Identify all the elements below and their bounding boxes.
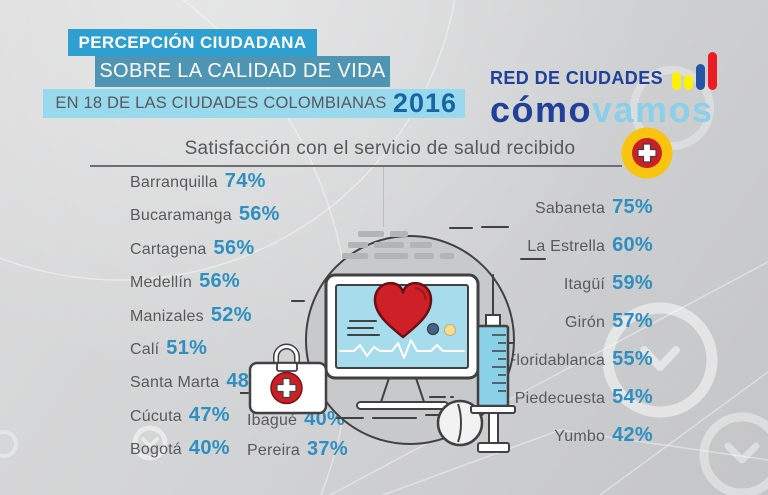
city-percentage: 75% [612,196,653,218]
city-percentage: 54% [612,386,653,408]
city-row: Yumbo 42% [433,424,653,462]
city-row: Girón 57% [433,310,653,348]
heart-icon [373,281,433,339]
city-name: Pereira [247,442,300,459]
city-name: Bucaramanga [130,207,232,225]
city-name: Barranquilla [130,174,218,191]
brand-network-label: RED DE CIUDADES [490,68,664,88]
city-row: Itagüí 59% [433,272,653,310]
brand-word-como: cómo [490,89,593,130]
subtitle-divider-line [90,165,622,167]
city-row: Medellín 56% [130,270,360,303]
city-percentage: 56% [238,203,280,226]
city-name: Girón [564,314,606,331]
title-banner-secondary: SOBRE LA CALIDAD DE VIDA [95,56,390,87]
city-row: Manizales 52% [130,304,360,337]
city-percentage: 57% [612,310,653,332]
city-name: Cúcuta [130,407,182,425]
brand-logo: RED DE CIUDADES cómovamos [490,46,750,128]
ecg-line [339,339,465,359]
city-name: Piedecuesta [514,390,606,407]
city-percentage: 52% [210,303,252,326]
city-percentage: 74% [224,170,266,192]
city-name: Cartagena [130,240,207,258]
syringe-icon [470,274,516,453]
city-name: La Estrella [527,238,606,255]
center-divider-line [383,167,384,227]
city-row: Bogotá 40% [130,437,360,470]
city-percentage: 47% [188,403,230,426]
city-percentage: 56% [199,270,241,293]
city-name: Santa Marta [130,374,220,392]
city-name: Itagüí [563,276,606,293]
city-row: Barranquilla 74% [130,170,360,203]
year-label: 2016 [392,88,457,118]
city-row: Bucaramanga 56% [130,203,360,236]
city-name: Bogotá [130,441,182,459]
city-name: Sabaneta [534,200,606,217]
bar-chart-icon [672,46,720,90]
city-row: Cúcuta 47% [130,404,360,437]
city-name: Ibagué [247,412,298,429]
city-row: Pereira 37% [247,438,447,468]
title-line-3: EN 18 DE LAS CIUDADES COLOMBIANAS [55,94,387,112]
city-percentage: 59% [612,272,653,294]
medical-cross-icon [621,127,673,179]
city-row: La Estrella 60% [433,234,653,272]
brand-wordmark: cómovamos [490,92,750,128]
brand-word-vamos: vamos [592,89,714,130]
city-name: Manizales [130,307,204,325]
section-subtitle: Satisfacción con el servicio de salud re… [184,138,576,159]
monitor-icon [324,273,480,410]
city-percentage: 56% [213,236,255,259]
city-percentage: 37% [306,438,348,460]
city-row: Sabaneta 75% [433,196,653,234]
city-percentage: 40% [188,437,230,460]
city-row: Floridablanca 55% [433,348,653,386]
city-row: Piedecuesta 54% [433,386,653,424]
city-percentage: 60% [612,234,653,256]
title-line-1: PERCEPCIÓN CIUDADANA [78,32,307,52]
city-name: Floridablanca [506,352,606,369]
city-row: Cartagena 56% [130,237,360,270]
title-line-2: SOBRE LA CALIDAD DE VIDA [99,60,386,82]
first-aid-kit-icon [248,343,328,415]
brand-logo-top: RED DE CIUDADES [490,46,750,90]
city-name: Calí [130,340,160,358]
city-name: Yumbo [554,428,606,445]
city-percentage: 55% [612,348,653,370]
city-percentage: 42% [612,424,653,446]
title-banner-tertiary: EN 18 DE LAS CIUDADES COLOMBIANAS 2016 [43,88,465,118]
title-banner-primary: PERCEPCIÓN CIUDADANA [68,29,317,56]
city-list-middle: Ibagué 40% Pereira 37% [247,408,447,468]
city-name: Medellín [130,274,193,292]
city-list-right: Sabaneta 75% La Estrella 60% Itagüí 59% Girón 5… [433,196,653,462]
city-percentage: 51% [166,336,208,359]
city-row: Calí 51% [130,337,360,370]
health-monitor-illustration [240,226,546,453]
